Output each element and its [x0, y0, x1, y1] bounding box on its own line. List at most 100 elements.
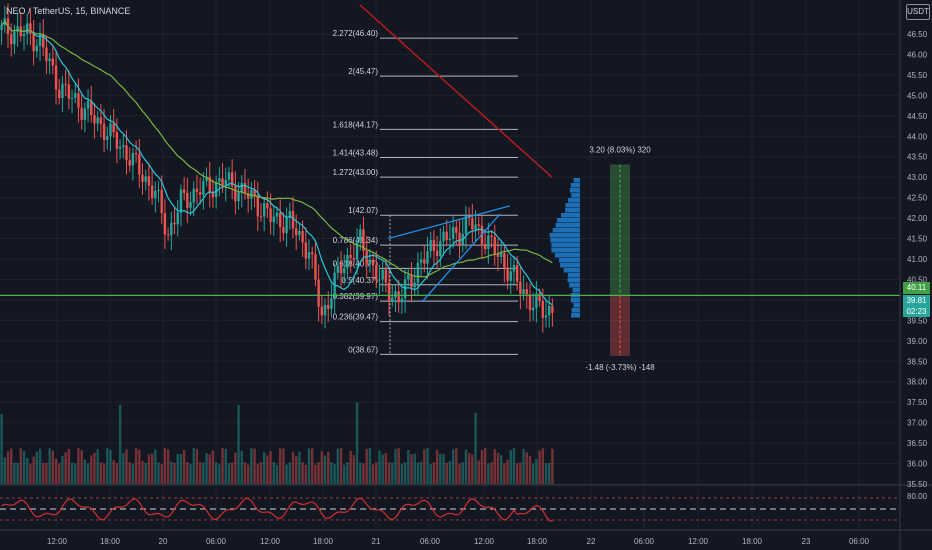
- candle-body-96: [307, 252, 311, 259]
- time-tick-11: 06:00: [634, 537, 655, 546]
- volume-bar-81: [259, 462, 263, 484]
- candle-body-170: [544, 315, 548, 318]
- candle-body-94: [301, 230, 304, 243]
- candle-body-37: [118, 146, 122, 149]
- volume-bar-142: [455, 448, 458, 484]
- candle-body-19: [61, 83, 64, 99]
- price-tick-8: 42.50: [907, 194, 928, 203]
- volume-bar-2: [6, 451, 10, 484]
- candle-body-79: [253, 189, 256, 197]
- volume-bar-79: [253, 448, 256, 484]
- candle-body-123: [394, 291, 397, 298]
- volume-bar-0: [0, 414, 3, 484]
- candle-body-10: [32, 33, 35, 52]
- volume-bar-47: [150, 453, 154, 484]
- candle-body-122: [391, 297, 394, 302]
- symbol-title[interactable]: NEO / TetherUS, 15, BINANCE: [6, 6, 131, 16]
- candle-body-70: [224, 179, 227, 187]
- volume-bar-86: [275, 464, 279, 484]
- candle-body-48: [154, 190, 157, 199]
- volume-bar-6: [19, 448, 23, 484]
- volume-bar-120: [384, 452, 388, 484]
- fibonacci-retracement[interactable]: 2.272(46.40) 2(45.47) 1.618(44.17) 1.414(43…: [333, 29, 518, 355]
- candle-body-80: [256, 196, 259, 217]
- long-position-tool[interactable]: 3.20 (8.03%) 320 -1.48 (-3.73%) -148: [585, 146, 655, 372]
- candle-body-113: [362, 229, 365, 251]
- horizontal-line-price-tag: 40.11: [903, 282, 930, 294]
- volume-bar-148: [474, 412, 477, 484]
- volume-bar-139: [445, 462, 448, 484]
- volume-bar-124: [397, 448, 400, 484]
- volume-bar-108: [346, 462, 349, 484]
- volume-bar-56: [179, 453, 183, 484]
- volume-bar-128: [410, 454, 413, 484]
- candle-body-131: [419, 259, 423, 263]
- candle-body-64: [205, 176, 208, 182]
- volume-bar-113: [362, 463, 365, 484]
- candle-body-130: [416, 262, 420, 283]
- candle-body-58: [186, 192, 189, 208]
- candle-body-8: [26, 23, 29, 35]
- candle-body-97: [311, 252, 314, 255]
- time-tick-2: 20: [159, 537, 168, 546]
- volume-bar-106: [339, 448, 343, 484]
- candle-body-81: [259, 216, 263, 218]
- volume-bar-71: [227, 463, 231, 484]
- volume-bar-87: [279, 448, 282, 484]
- volume-bar-69: [221, 448, 224, 484]
- candle-body-90: [288, 211, 292, 218]
- candle-body-44: [141, 174, 144, 182]
- volume-bar-1: [3, 457, 7, 484]
- chart-grid: [0, 0, 900, 530]
- candle-body-111: [355, 240, 359, 260]
- currency-badge[interactable]: USDT: [906, 4, 930, 20]
- volume-bar-154: [493, 449, 496, 484]
- volume-bar-150: [480, 449, 484, 484]
- candle-body-20: [64, 83, 67, 85]
- volume-bar-80: [256, 463, 259, 484]
- volume-bar-164: [525, 452, 528, 484]
- rsi-pane: [0, 497, 900, 523]
- volume-bar-126: [403, 462, 407, 484]
- price-tick-19: 37.00: [907, 419, 928, 428]
- candle-body-82: [262, 203, 266, 217]
- candle-body-160: [512, 265, 516, 272]
- volume-bar-121: [387, 462, 391, 484]
- volume-profile-row-17: [560, 263, 580, 268]
- volume-bar-146: [467, 453, 471, 484]
- volume-profile-row-1: [570, 183, 580, 188]
- volume-bar-77: [246, 464, 250, 484]
- candle-body-29: [93, 115, 96, 124]
- candle-body-156: [499, 253, 503, 257]
- candle-body-143: [458, 232, 461, 245]
- volume-profile-row-21: [569, 283, 580, 288]
- candle-body-9: [29, 23, 32, 34]
- volume-profile-row-0: [573, 178, 580, 183]
- volume-profile: [549, 178, 580, 318]
- volume-profile-row-20: [567, 278, 580, 283]
- volume-bar-110: [352, 455, 356, 484]
- current-price-tag: 39.81 02:23: [903, 295, 930, 317]
- volume-bar-48: [154, 449, 157, 484]
- candle-body-71: [227, 172, 231, 180]
- candle-body-107: [343, 268, 346, 274]
- volume-bar-55: [176, 453, 179, 484]
- volume-bar-119: [381, 454, 384, 484]
- volume-bar-116: [371, 464, 375, 484]
- candle-body-106: [339, 265, 343, 274]
- volume-bar-151: [483, 448, 487, 484]
- volume-bar-84: [269, 451, 272, 484]
- candle-body-72: [230, 172, 234, 187]
- time-tick-5: 18:00: [313, 537, 334, 546]
- volume-bar-14: [45, 463, 48, 484]
- candle-body-172: [551, 305, 554, 313]
- candle-body-121: [387, 282, 391, 302]
- volume-bar-109: [349, 450, 352, 484]
- candle-body-86: [275, 212, 279, 217]
- volume-bar-3: [10, 448, 13, 484]
- volume-bar-130: [416, 462, 420, 484]
- candle-body-52: [166, 234, 170, 236]
- drawn-lines[interactable]: [0, 4, 900, 303]
- volume-profile-row-6: [565, 208, 580, 213]
